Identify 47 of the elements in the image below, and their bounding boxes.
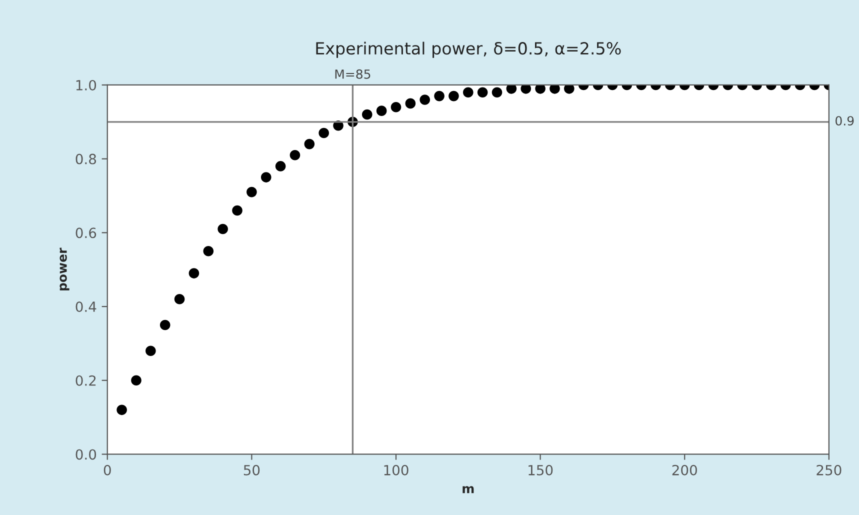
x-axis-title: m [462,486,474,494]
point [506,84,517,94]
point [246,186,257,198]
y-axis-title: power [60,248,70,290]
point [232,205,242,216]
point [564,84,574,94]
point [376,106,387,116]
point [160,320,170,330]
y-tick-label: 0.2 [76,375,96,386]
x-tick-label: 100 [384,464,408,476]
point [275,161,286,172]
point [218,224,228,234]
point [492,87,502,98]
point [318,128,329,138]
ref-line-label: M=85 [335,69,370,79]
point [304,138,315,150]
point [390,102,402,112]
y-tick-label: 0.6 [76,228,96,238]
x-tick-label: 0 [104,464,111,476]
x-tick-label: 200 [672,464,697,476]
point [448,90,459,102]
point [116,404,127,416]
point [174,294,185,304]
point [520,84,532,94]
point [434,90,444,102]
point [290,150,300,160]
y-tick-label: 1.0 [76,80,96,90]
point [362,109,372,120]
point [420,94,430,105]
chart-title: Experimental power, δ=0.5, α=2.5% [316,42,621,58]
y-tick-label: 0.4 [76,301,96,312]
y-tick-label: 0.8 [76,154,96,164]
point [203,246,214,256]
x-tick-label: 150 [528,464,553,476]
point [477,87,488,98]
point [535,84,546,94]
x-tick-label: 250 [816,464,842,476]
ref-line-label: 0.9 [836,116,854,126]
point [131,375,142,386]
y-tick-label: 0.0 [76,449,96,460]
point [405,98,416,109]
point [188,268,200,278]
point [260,172,272,182]
point [463,87,474,98]
point [146,346,156,356]
x-tick-label: 50 [244,464,260,476]
point [550,84,560,94]
